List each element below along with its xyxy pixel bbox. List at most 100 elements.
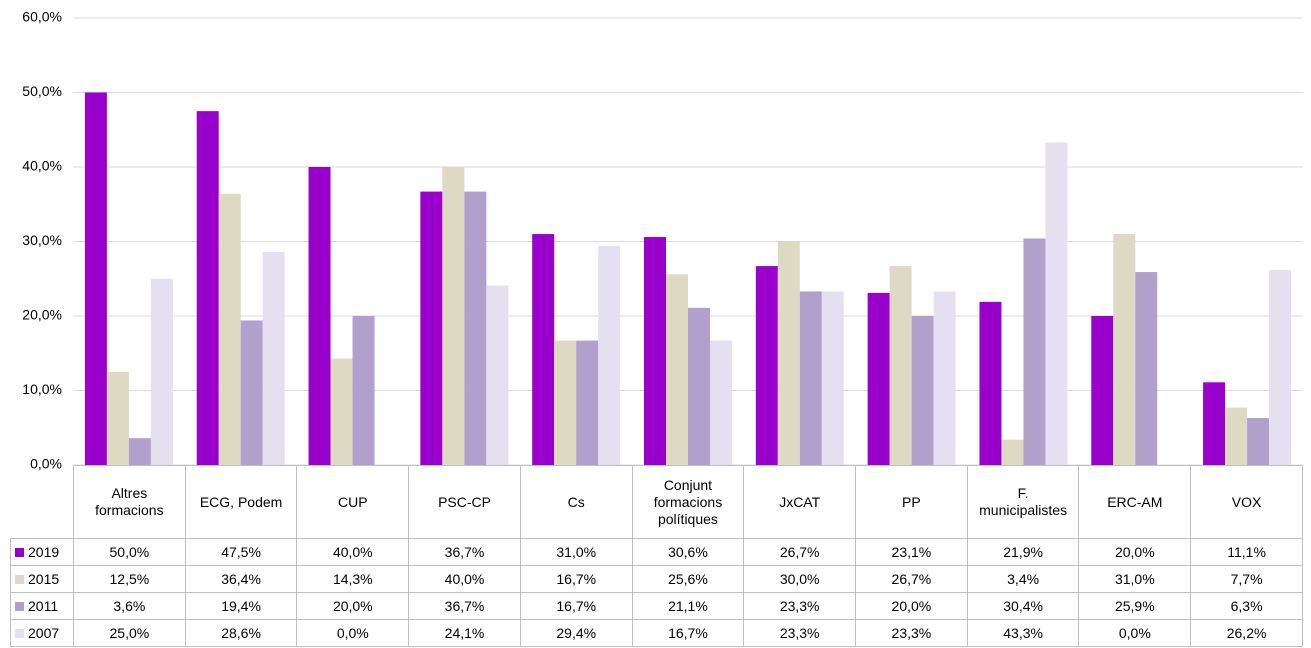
legend-entry: 2015 [10, 565, 74, 593]
legend-entry: 2011 [10, 592, 74, 620]
bar [911, 316, 934, 465]
bar [532, 234, 555, 465]
data-label: 36,7% [408, 592, 521, 620]
data-label: 40,0% [408, 565, 521, 593]
bar [598, 245, 621, 465]
bar [308, 167, 331, 465]
bar [666, 274, 688, 465]
data-label: 26,7% [743, 538, 857, 566]
data-label: 20,0% [1078, 538, 1192, 566]
bar [979, 301, 1002, 465]
legend-swatch [15, 602, 24, 612]
data-label: 0,0% [296, 619, 410, 647]
x-tick-label: Altres formacions [73, 465, 186, 539]
x-tick-label: ECG, Podem [184, 465, 298, 539]
legend-label: 2011 [28, 597, 59, 614]
data-label: 30,6% [631, 538, 745, 566]
y-tick-label: 20,0% [22, 307, 62, 323]
data-label: 29,4% [519, 619, 633, 647]
data-label: 43,3% [966, 619, 1080, 647]
data-label: 16,7% [631, 619, 745, 647]
bar [554, 340, 577, 465]
data-label: 16,7% [519, 592, 633, 620]
data-label: 25,0% [73, 619, 186, 647]
legend-label: 2015 [28, 570, 60, 587]
legend-entry: 2007 [10, 619, 74, 647]
bar [486, 285, 509, 465]
series-row: 2015 12,5% 36,4% 14,3% 40,0% 16,7% 25,6% 30,0% 2… [10, 565, 1303, 593]
data-label: 36,7% [408, 538, 521, 566]
bar [1091, 316, 1114, 465]
x-tick-label: Conjunt formacions polítiques [631, 465, 745, 539]
legend-label: 2019 [28, 543, 60, 560]
bar [1203, 382, 1226, 465]
bar [128, 438, 151, 465]
data-label: 40,0% [296, 538, 410, 566]
x-tick-label: Cs [519, 465, 633, 539]
bar [262, 251, 285, 465]
x-tick-label: PSC-CP [408, 465, 521, 539]
data-label: 20,0% [855, 592, 968, 620]
data-label: 31,0% [519, 538, 633, 566]
data-label: 20,0% [296, 592, 410, 620]
series-row: 2019 50,0% 47,5% 40,0% 36,7% 31,0% 30,6% 26,7% 2… [10, 538, 1303, 566]
bar [106, 371, 129, 465]
data-label: 26,7% [855, 565, 968, 593]
data-label: 16,7% [519, 565, 633, 593]
x-tick-label: ERC-AM [1078, 465, 1192, 539]
data-label: 14,3% [296, 565, 410, 593]
legend-swatch [15, 629, 24, 639]
bar [330, 358, 353, 465]
data-label: 47,5% [184, 538, 298, 566]
bar [1269, 269, 1292, 465]
bar [352, 316, 375, 465]
data-label: 25,6% [631, 565, 745, 593]
data-label: 23,3% [743, 592, 857, 620]
data-label: 31,0% [1078, 565, 1192, 593]
data-label: 23,3% [743, 619, 857, 647]
data-label: 6,3% [1190, 592, 1303, 620]
legend-label: 2007 [28, 624, 60, 641]
data-label: 30,4% [966, 592, 1080, 620]
bar [688, 307, 710, 465]
data-label: 3,4% [966, 565, 1080, 593]
corner-cell [10, 465, 74, 539]
bar [710, 340, 732, 465]
y-tick-label: 30,0% [22, 232, 62, 248]
legend-entry: 2019 [10, 538, 74, 566]
data-label: 25,9% [1078, 592, 1192, 620]
data-label: 0,0% [1078, 619, 1192, 647]
data-label: 19,4% [184, 592, 298, 620]
data-label: 23,1% [855, 538, 968, 566]
bar [442, 167, 465, 465]
bar [1225, 407, 1248, 465]
data-label: 26,2% [1190, 619, 1303, 647]
x-tick-label: CUP [296, 465, 410, 539]
bar [889, 266, 912, 465]
x-tick-label: JxCAT [743, 465, 857, 539]
data-label: 28,6% [184, 619, 298, 647]
bar [1023, 238, 1046, 465]
legend-swatch [15, 548, 24, 558]
bar [821, 291, 844, 465]
y-tick-label: 60,0% [22, 9, 62, 25]
bar [1135, 272, 1158, 465]
data-label: 50,0% [73, 538, 186, 566]
data-label: 12,5% [73, 565, 186, 593]
x-tick-label: PP [855, 465, 968, 539]
bar [420, 191, 443, 465]
legend-swatch [15, 575, 24, 585]
data-label: 30,0% [743, 565, 857, 593]
bar [1113, 234, 1136, 465]
bar [196, 111, 219, 465]
data-label: 21,9% [966, 538, 1080, 566]
bar [867, 292, 890, 465]
bar [1247, 418, 1270, 465]
bar [1045, 142, 1068, 466]
y-tick-label: 10,0% [22, 381, 62, 397]
x-tick-label: VOX [1190, 465, 1303, 539]
header-row: Altres formacions ECG, Podem CUP PSC-CP Cs Co… [10, 465, 1303, 539]
bar [84, 92, 107, 465]
